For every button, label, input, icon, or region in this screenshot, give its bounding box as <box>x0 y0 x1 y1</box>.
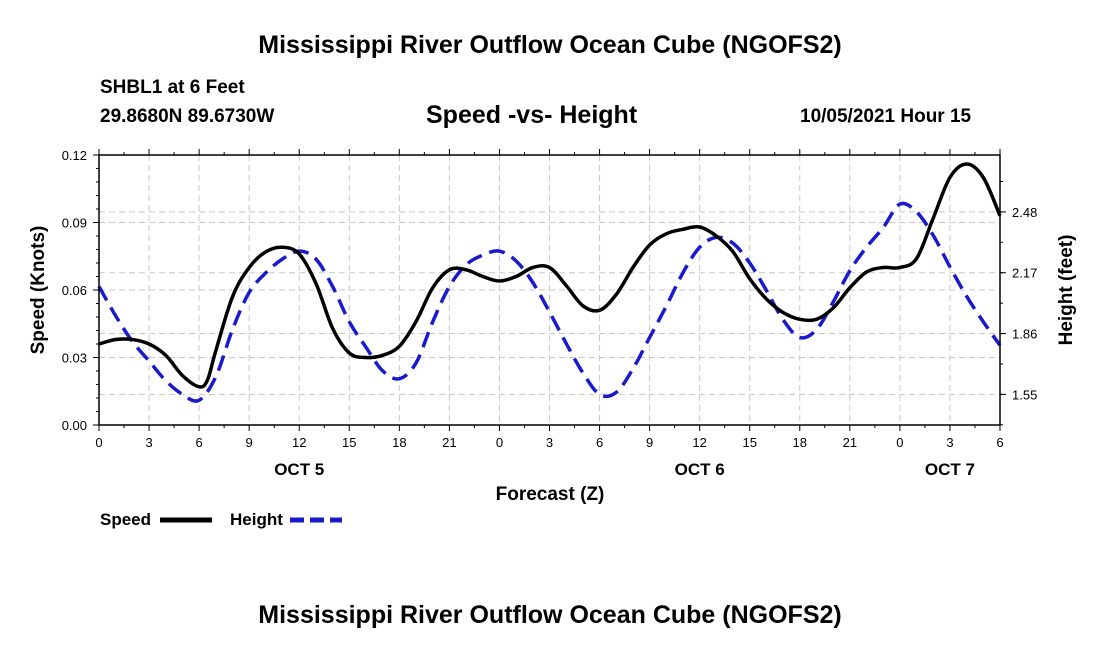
legend-speed-label: Speed <box>100 510 151 529</box>
speed-height-chart: 0 3 6 9 12 15 18 21 0 3 6 9 12 15 18 21 0 3 6 OCT 5 OCT 6 OCT… <box>28 148 1077 529</box>
date-label: OCT 7 <box>925 460 975 479</box>
x-tick-label: 18 <box>793 435 807 450</box>
station-coordinates: 29.8680N 89.6730W <box>100 106 275 127</box>
x-tick-label: 9 <box>646 435 653 450</box>
forecast-datetime: 10/05/2021 Hour 15 <box>800 106 972 127</box>
chart-main-title: Mississippi River Outflow Ocean Cube (NG… <box>258 31 842 59</box>
x-tick-label: 0 <box>95 435 102 450</box>
footer-title: Mississippi River Outflow Ocean Cube (NG… <box>258 601 842 629</box>
x-tick-label: 18 <box>392 435 406 450</box>
y2-tick-label: 2.48 <box>1012 205 1037 220</box>
chart-title: Speed -vs- Height <box>426 101 638 129</box>
x-tick-label: 6 <box>996 435 1003 450</box>
x-tick-label: 0 <box>496 435 503 450</box>
y-tick-label: 0.12 <box>62 148 87 163</box>
series-line-height <box>97 201 1002 403</box>
y-tick-label: 0.00 <box>62 418 87 433</box>
y-tick-label: 0.06 <box>62 283 87 298</box>
x-tick-label: 9 <box>246 435 253 450</box>
x-tick-label: 21 <box>442 435 456 450</box>
y2-tick-label: 1.55 <box>1012 387 1037 402</box>
legend-height-label: Height <box>230 510 283 529</box>
y2-axis-label: Height (feet) <box>1056 235 1077 346</box>
legend: Speed Height <box>100 510 342 529</box>
x-tick-label: 3 <box>145 435 152 450</box>
x-tick-label: 3 <box>946 435 953 450</box>
x-tick-label: 6 <box>596 435 603 450</box>
x-axis-label: Forecast (Z) <box>496 484 605 505</box>
x-tick-label: 12 <box>292 435 306 450</box>
date-label: OCT 6 <box>675 460 725 479</box>
plot-frame <box>98 154 1001 426</box>
station-label: SHBL1 at 6 Feet <box>100 77 245 98</box>
axis-labels: 0 3 6 9 12 15 18 21 0 3 6 9 12 15 18 21 0 3 6 OCT 5 OCT 6 OCT… <box>62 148 1038 479</box>
y2-tick-label: 2.17 <box>1012 266 1037 281</box>
x-tick-label: 21 <box>843 435 857 450</box>
x-tick-label: 3 <box>546 435 553 450</box>
x-tick-label: 12 <box>692 435 706 450</box>
y-tick-label: 0.03 <box>62 351 87 366</box>
y2-tick-label: 1.86 <box>1012 327 1037 342</box>
x-tick-label: 0 <box>896 435 903 450</box>
x-tick-label: 15 <box>342 435 356 450</box>
x-tick-label: 6 <box>195 435 202 450</box>
x-tick-label: 15 <box>742 435 756 450</box>
series-line-speed <box>98 162 1002 389</box>
series-layer <box>97 162 1002 403</box>
y-axis-label: Speed (Knots) <box>28 226 49 355</box>
y-tick-label: 0.09 <box>62 216 87 231</box>
date-label: OCT 5 <box>274 460 324 479</box>
axis-ticks <box>93 149 1006 431</box>
